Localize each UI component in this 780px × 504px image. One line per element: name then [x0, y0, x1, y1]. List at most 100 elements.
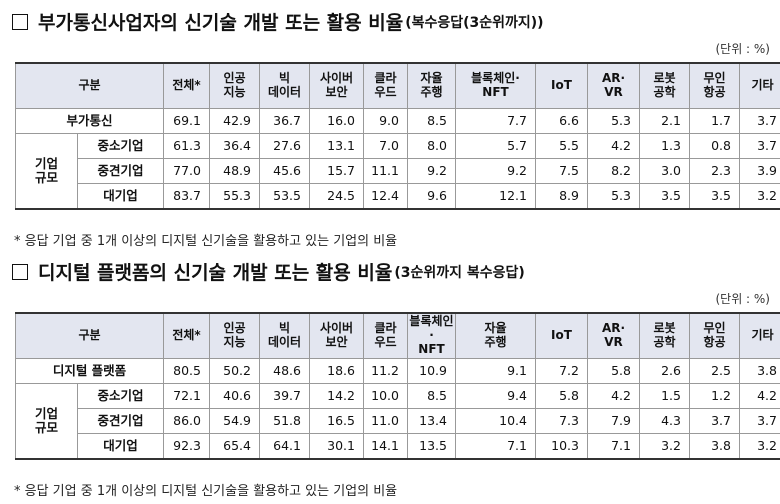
- header-cell: 전체*: [163, 312, 210, 359]
- value-cell: 36.4: [209, 133, 260, 159]
- value-cell: 8.9: [535, 183, 588, 210]
- value-cell: 86.0: [163, 408, 210, 434]
- data-row: 중견기업 77.0 48.9 45.6 15.7 11.1 9.2 9.2 7.5 8.2 3.0 2…: [16, 158, 780, 184]
- value-cell: 39.7: [259, 383, 310, 409]
- value-cell: 10.0: [363, 383, 408, 409]
- value-cell: 3.7: [739, 408, 780, 434]
- value-cell: 7.2: [535, 358, 588, 384]
- value-cell: 13.4: [407, 408, 456, 434]
- value-cell: 53.5: [259, 183, 310, 210]
- header-cell: 사이버 보안: [309, 312, 364, 359]
- row-label: 중소기업: [77, 383, 164, 409]
- value-cell: 3.8: [739, 358, 780, 384]
- value-cell: 30.1: [309, 433, 364, 460]
- header-row: 구분 전체* 인공 지능 빅 데이터 사이버 보안 클라 우드 자율 주행 블록체인· NFT…: [15, 62, 780, 109]
- value-cell: 9.2: [455, 158, 536, 184]
- value-cell: 24.5: [309, 183, 364, 210]
- value-cell: 3.2: [739, 433, 780, 460]
- value-cell: 3.0: [639, 158, 690, 184]
- row-label: 디지털 플랫폼: [15, 358, 164, 384]
- value-cell: 4.2: [587, 383, 640, 409]
- value-cell: 15.7: [309, 158, 364, 184]
- header-cell: 사이버 보안: [309, 62, 364, 109]
- value-cell: 3.8: [689, 433, 740, 460]
- row-label: 중견기업: [77, 408, 164, 434]
- value-cell: 1.5: [639, 383, 690, 409]
- value-cell: 1.2: [689, 383, 740, 409]
- title-text: 부가통신사업자의 신기술 개발 또는 활용 비율: [38, 12, 404, 34]
- header-cell: 블록체인· NFT: [455, 62, 536, 109]
- value-cell: 7.9: [587, 408, 640, 434]
- value-cell: 1.3: [639, 133, 690, 159]
- value-cell: 18.6: [309, 358, 364, 384]
- value-cell: 45.6: [259, 158, 310, 184]
- value-cell: 5.8: [535, 383, 588, 409]
- value-cell: 83.7: [163, 183, 210, 210]
- value-cell: 3.7: [739, 133, 780, 159]
- value-cell: 13.1: [309, 133, 364, 159]
- value-cell: 3.7: [689, 408, 740, 434]
- header-cell: 로봇 공학: [639, 62, 690, 109]
- data-row: 기업 규모 중소기업 72.1 40.6 39.7 14.2 10.0 8.5 9.4 5.8 4.…: [15, 383, 780, 460]
- data-row: 대기업 92.3 65.4 64.1 30.1 14.1 13.5 7.1 10.3 7.1 3.2…: [15, 433, 780, 460]
- value-cell: 40.6: [209, 383, 260, 409]
- header-cell: 무인 항공: [689, 312, 740, 359]
- footnote: * 응답 기업 중 1개 이상의 디지털 신기술을 활용하고 있는 기업의 비율: [14, 234, 398, 249]
- value-cell: 7.0: [363, 133, 408, 159]
- total-row: 디지털 플랫폼 80.5 50.2 48.6 18.6 11.2 10.9 9.1 7.2 5.8…: [15, 358, 780, 384]
- section-title: 디지털 플랫폼의 신기술 개발 또는 활용 비율 (3순위까지 복수응답): [12, 258, 525, 285]
- value-cell: 4.3: [639, 408, 690, 434]
- header-cell: 자율 주행: [455, 312, 536, 359]
- total-row: 부가통신 69.1 42.9 36.7 16.0 9.0 8.5 7.7 6.6 5.3 2.1 1.…: [15, 108, 780, 134]
- value-cell: 11.0: [363, 408, 408, 434]
- value-cell: 10.3: [535, 433, 588, 460]
- value-cell: 14.2: [309, 383, 364, 409]
- value-cell: 10.4: [455, 408, 536, 434]
- value-cell: 2.5: [689, 358, 740, 384]
- header-cell: 전체*: [163, 62, 210, 109]
- row-label: 대기업: [77, 433, 164, 460]
- value-cell: 27.6: [259, 133, 310, 159]
- value-cell: 51.8: [259, 408, 310, 434]
- value-cell: 5.8: [587, 358, 640, 384]
- row-label: 중견기업: [77, 158, 164, 184]
- value-cell: 3.2: [739, 183, 780, 210]
- value-cell: 64.1: [259, 433, 310, 460]
- header-cell: 자율 주행: [407, 62, 456, 109]
- value-cell: 0.8: [689, 133, 740, 159]
- title-text: 디지털 플랫폼의 신기술 개발 또는 활용 비율: [38, 262, 393, 284]
- value-cell: 7.7: [455, 108, 536, 134]
- group-label: 기업 규모: [15, 383, 78, 460]
- header-cell: 무인 항공: [689, 62, 740, 109]
- header-cell: 기타: [739, 62, 780, 109]
- value-cell: 8.2: [587, 158, 640, 184]
- value-cell: 10.9: [407, 358, 456, 384]
- value-cell: 69.1: [163, 108, 210, 134]
- data-table: 구분 전체* 인공 지능 빅 데이터 사이버 보안 클라 우드 자율 주행 블록체인· NFT…: [15, 62, 780, 210]
- checkbox-icon: [12, 13, 28, 30]
- value-cell: 5.3: [587, 183, 640, 210]
- value-cell: 9.2: [407, 158, 456, 184]
- header-cell: 블록체인· NFT: [407, 312, 456, 359]
- value-cell: 50.2: [209, 358, 260, 384]
- checkbox-icon: [12, 263, 28, 280]
- row-label: 부가통신: [15, 108, 164, 134]
- header-cell: IoT: [535, 312, 588, 359]
- value-cell: 6.6: [535, 108, 588, 134]
- header-row: 구분 전체* 인공 지능 빅 데이터 사이버 보안 클라 우드 블록체인· NFT 자율 주행…: [15, 312, 780, 359]
- unit-label: (단위 : %): [715, 42, 770, 56]
- value-cell: 54.9: [209, 408, 260, 434]
- value-cell: 9.4: [455, 383, 536, 409]
- row-label: 중소기업: [77, 133, 164, 159]
- header-cell: AR· VR: [587, 62, 640, 109]
- value-cell: 3.2: [639, 433, 690, 460]
- header-cell: 빅 데이터: [259, 62, 310, 109]
- value-cell: 7.1: [587, 433, 640, 460]
- value-cell: 3.7: [739, 108, 780, 134]
- value-cell: 2.6: [639, 358, 690, 384]
- value-cell: 9.6: [407, 183, 456, 210]
- title-suffix: (복수응답(3순위까지)): [405, 14, 544, 31]
- data-row: 중견기업 86.0 54.9 51.8 16.5 11.0 13.4 10.4 7.3 7.9 4.…: [16, 408, 780, 434]
- header-cell: 클라 우드: [363, 62, 408, 109]
- value-cell: 8.5: [407, 383, 456, 409]
